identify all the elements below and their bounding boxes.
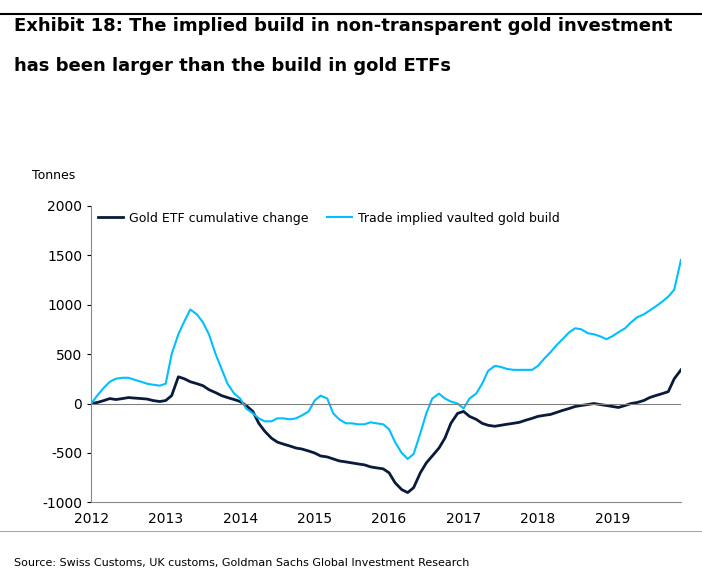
Trade implied vaulted gold build (255, 415, 263, 422)
Gold ETF cumulative change (342, 459, 350, 465)
Trade implied vaulted gold build (385, 426, 393, 433)
Gold ETF cumulative change (87, 400, 95, 407)
Trade implied vaulted gold build (633, 314, 641, 321)
Trade implied vaulted gold build (87, 400, 95, 407)
Trade implied vaulted gold build (409, 451, 418, 457)
Text: has been larger than the build in gold ETFs: has been larger than the build in gold E… (14, 57, 451, 75)
Gold ETF cumulative change (404, 489, 412, 496)
Text: Source: Swiss Customs, UK customs, Goldman Sachs Global Investment Research: Source: Swiss Customs, UK customs, Goldm… (14, 558, 470, 568)
Line: Gold ETF cumulative change: Gold ETF cumulative change (91, 370, 681, 493)
Trade implied vaulted gold build (342, 420, 350, 427)
Line: Trade implied vaulted gold build: Trade implied vaulted gold build (91, 260, 681, 459)
Text: Exhibit 18: The implied build in non-transparent gold investment: Exhibit 18: The implied build in non-tra… (14, 17, 673, 35)
Gold ETF cumulative change (409, 484, 418, 491)
Gold ETF cumulative change (255, 420, 263, 427)
Trade implied vaulted gold build (677, 256, 685, 263)
Gold ETF cumulative change (385, 469, 393, 476)
Legend: Gold ETF cumulative change, Trade implied vaulted gold build: Gold ETF cumulative change, Trade implie… (98, 212, 560, 225)
Gold ETF cumulative change (633, 399, 641, 406)
Trade implied vaulted gold build (168, 351, 176, 357)
Text: Tonnes: Tonnes (32, 169, 76, 182)
Trade implied vaulted gold build (404, 456, 412, 463)
Gold ETF cumulative change (677, 367, 685, 373)
Gold ETF cumulative change (168, 392, 176, 399)
